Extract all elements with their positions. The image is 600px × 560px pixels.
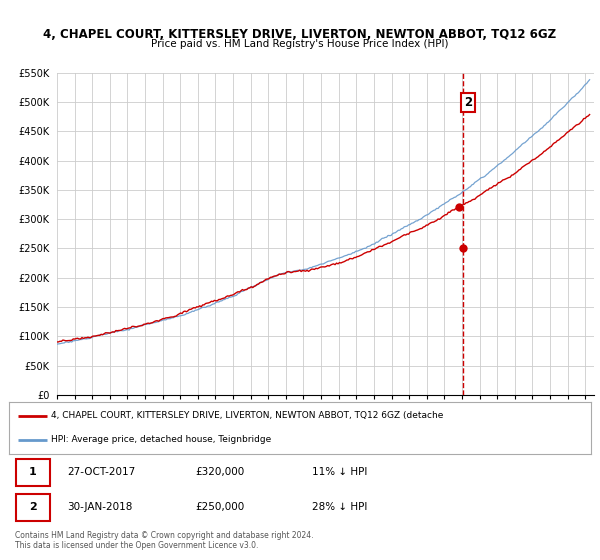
Text: 4, CHAPEL COURT, KITTERSLEY DRIVE, LIVERTON, NEWTON ABBOT, TQ12 6GZ (detache: 4, CHAPEL COURT, KITTERSLEY DRIVE, LIVER… [51,412,443,421]
Text: 11% ↓ HPI: 11% ↓ HPI [311,467,367,477]
Text: Price paid vs. HM Land Registry's House Price Index (HPI): Price paid vs. HM Land Registry's House … [151,39,449,49]
FancyBboxPatch shape [16,459,50,486]
Text: 27-OCT-2017: 27-OCT-2017 [67,467,136,477]
Text: £320,000: £320,000 [195,467,244,477]
Text: 30-JAN-2018: 30-JAN-2018 [67,502,133,512]
Text: 28% ↓ HPI: 28% ↓ HPI [311,502,367,512]
Text: 1: 1 [29,467,37,477]
Text: £250,000: £250,000 [195,502,244,512]
Text: Contains HM Land Registry data © Crown copyright and database right 2024.
This d: Contains HM Land Registry data © Crown c… [15,531,314,550]
Text: 2: 2 [29,502,37,512]
Text: 2: 2 [464,96,472,109]
FancyBboxPatch shape [16,494,50,521]
Text: HPI: Average price, detached house, Teignbridge: HPI: Average price, detached house, Teig… [51,435,271,444]
Text: 4, CHAPEL COURT, KITTERSLEY DRIVE, LIVERTON, NEWTON ABBOT, TQ12 6GZ: 4, CHAPEL COURT, KITTERSLEY DRIVE, LIVER… [43,28,557,41]
